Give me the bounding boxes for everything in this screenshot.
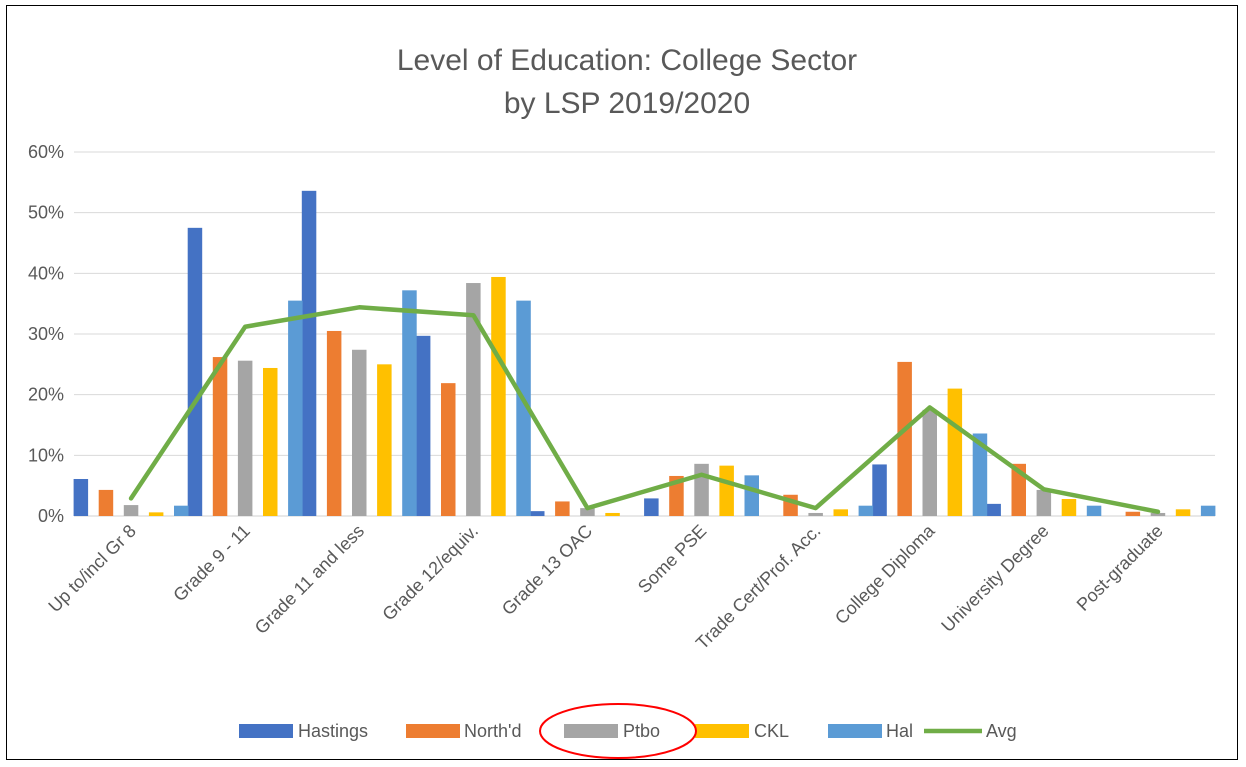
y-tick-label: 20% <box>28 385 64 405</box>
bar-ckl <box>947 388 963 516</box>
y-axis-ticks: 0% 10% 20% 30% 40% 50% 60% <box>28 142 64 526</box>
y-tick-label: 40% <box>28 263 64 283</box>
bar-northd <box>555 501 570 516</box>
bar-hastings <box>187 227 203 517</box>
chart-title: Level of Education: College Sector <box>397 44 857 77</box>
bar-ckl <box>148 512 164 516</box>
bar-northd <box>669 475 684 516</box>
bar-hal <box>402 290 417 516</box>
bar-ckl <box>491 276 506 516</box>
bar-northd <box>897 361 912 516</box>
bar-northd <box>1011 463 1026 516</box>
bar-hal <box>744 475 759 516</box>
bar-hastings <box>644 498 659 516</box>
y-tick-label: 60% <box>28 142 64 162</box>
bar-ptbo <box>352 349 367 516</box>
legend-label: Avg <box>986 721 1017 741</box>
bar-ckl <box>719 465 734 516</box>
chart: Level of Education: College Sector by LS… <box>28 44 1216 759</box>
x-tick-label: Grade 12/equiv. <box>378 521 482 625</box>
bar-ptbo <box>580 508 595 516</box>
y-tick-label: 50% <box>28 203 64 223</box>
x-tick-label: University Degree <box>937 521 1052 636</box>
bar-hastings <box>301 190 317 516</box>
bar-ptbo <box>466 283 481 516</box>
x-tick-label: College Diploma <box>831 520 939 628</box>
bars <box>73 190 1216 517</box>
bar-ptbo <box>237 360 253 516</box>
x-tick-label: Grade 13 OAC <box>498 521 596 619</box>
legend-swatch-northd <box>406 724 460 738</box>
bar-ckl <box>605 512 620 516</box>
bar-northd <box>441 383 456 516</box>
bar-hal <box>1200 505 1216 516</box>
bar-hal <box>858 505 874 516</box>
x-tick-label: Post-graduate <box>1073 521 1167 615</box>
bar-northd <box>98 489 114 516</box>
chart-frame: Level of Education: College Sector by LS… <box>6 5 1238 760</box>
y-tick-label: 10% <box>28 445 64 465</box>
bar-ckl <box>263 367 278 516</box>
bar-ptbo <box>922 409 937 516</box>
bar-ckl <box>1175 509 1191 516</box>
legend-swatch-hal <box>828 724 882 738</box>
bar-northd <box>1125 511 1141 516</box>
bar-ckl <box>377 364 392 516</box>
bar-ckl <box>1061 499 1077 516</box>
y-tick-label: 0% <box>38 506 64 526</box>
legend-swatch-ckl <box>695 724 749 738</box>
legend-swatch-hastings <box>239 724 293 738</box>
avg-line <box>128 305 1161 515</box>
legend: Hastings North'd Ptbo CKL Hal Avg <box>239 721 1017 741</box>
bar-ptbo <box>808 512 823 516</box>
legend-label: Hastings <box>298 721 368 741</box>
highlight-ellipse <box>539 703 697 759</box>
bar-northd <box>326 330 342 516</box>
bar-ckl <box>833 509 848 516</box>
bar-hal <box>288 300 303 516</box>
bar-hastings <box>415 335 431 516</box>
x-tick-label: Some PSE <box>634 521 710 597</box>
x-tick-label: Grade 9 - 11 <box>169 521 254 606</box>
bar-hal <box>972 433 988 516</box>
bar-hastings <box>73 478 89 516</box>
legend-label: CKL <box>754 721 789 741</box>
bar-hastings <box>872 464 887 516</box>
bar-ptbo <box>1036 489 1052 516</box>
bar-hal <box>174 505 189 516</box>
bar-hal <box>516 300 531 516</box>
bar-ptbo <box>123 505 139 516</box>
x-tick-label: Up to/incl Gr 8 <box>44 521 139 616</box>
legend-label: North'd <box>464 721 521 741</box>
bar-hastings <box>530 511 545 516</box>
legend-label: Ptbo <box>623 721 660 741</box>
bar-ptbo <box>1150 512 1166 516</box>
bar-hastings <box>986 503 1001 516</box>
x-tick-label: Trade Cert/Prof. Acc. <box>692 521 825 654</box>
legend-swatch-ptbo <box>564 724 618 738</box>
x-tick-label: Grade 11 and less <box>251 521 368 638</box>
bar-ptbo <box>694 463 709 516</box>
bar-northd <box>212 357 228 516</box>
legend-label: Hal <box>886 721 913 741</box>
y-tick-label: 30% <box>28 324 64 344</box>
avg-line-series <box>128 305 1161 515</box>
bar-hal <box>1086 505 1102 516</box>
chart-subtitle: by LSP 2019/2020 <box>504 87 750 120</box>
